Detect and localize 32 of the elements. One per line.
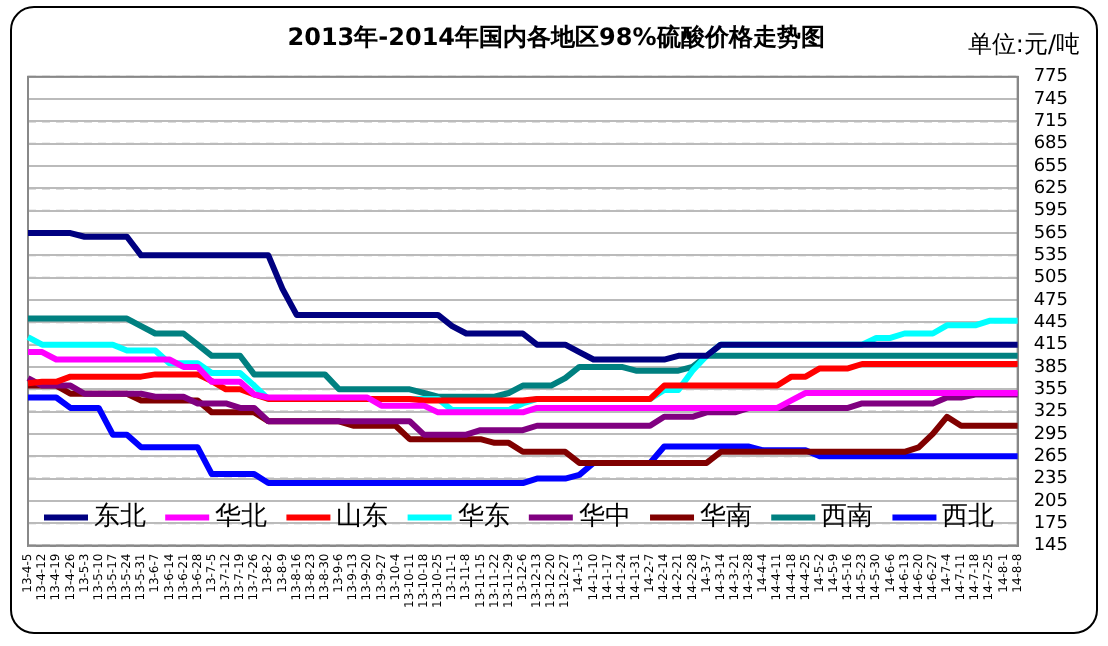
y-tick-label: 205	[1033, 491, 1069, 512]
legend-label: 华东	[457, 502, 510, 533]
legend-label: 山东	[336, 502, 389, 533]
y-tick-label: 595	[1033, 201, 1069, 222]
y-tick-label: 265	[1033, 446, 1069, 467]
y-tick-label: 325	[1033, 402, 1069, 423]
y-tick-label: 715	[1033, 112, 1069, 133]
y-tick-label: 565	[1033, 223, 1069, 244]
y-tick-label: 475	[1033, 290, 1069, 311]
legend-label: 华北	[215, 502, 268, 533]
legend-label: 东北	[94, 502, 146, 533]
y-tick-label: 235	[1033, 469, 1069, 490]
y-tick-label: 415	[1033, 335, 1069, 356]
legend-label: 西北	[942, 502, 995, 533]
y-tick-label: 625	[1033, 179, 1069, 200]
y-tick-label: 445	[1033, 313, 1069, 334]
legend-label: 西南	[821, 502, 874, 533]
y-tick-label: 775	[1033, 67, 1069, 88]
text: 单位:元/吨	[967, 30, 1080, 59]
chart-title: 2013年-2014年国内各地区98%硫酸价格走势图	[287, 22, 825, 51]
y-tick-label: 355	[1033, 379, 1069, 400]
legend-label: 华南	[700, 502, 753, 533]
legend-label: 华中	[578, 502, 631, 533]
y-tick-label: 295	[1033, 424, 1069, 445]
y-tick-label: 145	[1033, 536, 1069, 557]
y-tick-label: 505	[1033, 268, 1069, 289]
y-tick-label: 175	[1033, 513, 1069, 534]
y-tick-label: 745	[1033, 89, 1069, 110]
y-tick-label: 535	[1033, 246, 1069, 267]
y-tick-label: 655	[1033, 156, 1069, 177]
y-tick-label: 385	[1033, 357, 1069, 378]
y-tick-label: 685	[1033, 134, 1069, 155]
